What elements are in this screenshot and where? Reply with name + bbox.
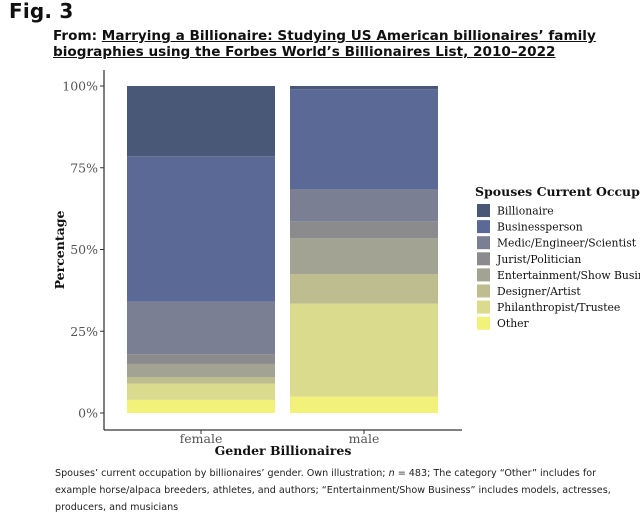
- bar-segment-male-entertainment-show-business: [290, 238, 438, 275]
- legend-label: Other: [497, 317, 530, 330]
- bar-segment-female-medic-engineer-scientist: [127, 301, 275, 355]
- x-tick-label: male: [349, 431, 380, 446]
- source-line: From: Marrying a Billionaire: Studying U…: [53, 28, 633, 60]
- x-axis-title: Gender Billionaires: [215, 443, 352, 458]
- y-tick-label: 0%: [78, 406, 98, 421]
- bar-segment-female-businessperson: [127, 156, 275, 302]
- legend-label: Designer/Artist: [497, 285, 581, 298]
- legend-swatch-philanthropist-trustee: [477, 300, 490, 314]
- caption-part1: Spouses’ current occupation by billionai…: [55, 468, 389, 479]
- legend-label: Philanthropist/Trustee: [497, 301, 620, 314]
- bar-segment-male-billionaire: [290, 86, 438, 90]
- legend-swatch-medic-engineer-scientist: [477, 236, 490, 250]
- legend-label: Medic/Engineer/Scientist: [497, 237, 637, 250]
- y-tick-label: 25%: [70, 324, 98, 339]
- legend-swatch-billionaire: [477, 204, 490, 217]
- y-tick-label: 50%: [70, 242, 98, 257]
- bar-segment-male-designer-artist: [290, 274, 438, 304]
- legend-swatch-other: [477, 316, 490, 330]
- legend-swatch-jurist-politician: [477, 252, 490, 266]
- y-tick-label: 100%: [62, 79, 98, 94]
- bar-segment-female-jurist-politician: [127, 354, 275, 364]
- legend-label: Businessperson: [497, 221, 583, 234]
- bar-segment-male-businessperson: [290, 89, 438, 190]
- bar-segment-male-medic-engineer-scientist: [290, 189, 438, 222]
- bar-segment-female-billionaire: [127, 86, 275, 157]
- bar-segment-male-other: [290, 396, 438, 413]
- from-prefix: From:: [53, 28, 102, 44]
- bar-segment-male-philanthropist-trustee: [290, 303, 438, 397]
- legend-title: Spouses Current Occupation: [475, 184, 640, 199]
- figure-label: Fig. 3: [9, 0, 74, 23]
- bar-segment-female-philanthropist-trustee: [127, 383, 275, 400]
- figure-caption: Spouses’ current occupation by billionai…: [55, 465, 640, 516]
- y-axis-title: Percentage: [52, 211, 67, 290]
- bar-segment-female-designer-artist: [127, 377, 275, 384]
- legend-label: Billionaire: [497, 205, 554, 218]
- x-tick-label: female: [180, 431, 223, 446]
- bar-segment-female-entertainment-show-business: [127, 363, 275, 378]
- bar-segment-male-jurist-politician: [290, 221, 438, 239]
- legend-label: Entertainment/Show Business: [497, 269, 640, 282]
- caption-n-symbol: n: [388, 468, 395, 479]
- legend-label: Jurist/Politician: [496, 253, 581, 266]
- legend-swatch-designer-artist: [477, 284, 490, 298]
- article-title-link[interactable]: Marrying a Billionaire: Studying US Amer…: [53, 28, 596, 60]
- y-tick-label: 75%: [70, 160, 98, 175]
- bar-segment-female-other: [127, 399, 275, 413]
- legend-swatch-entertainment-show-business: [477, 268, 490, 282]
- legend-swatch-businessperson: [477, 220, 490, 234]
